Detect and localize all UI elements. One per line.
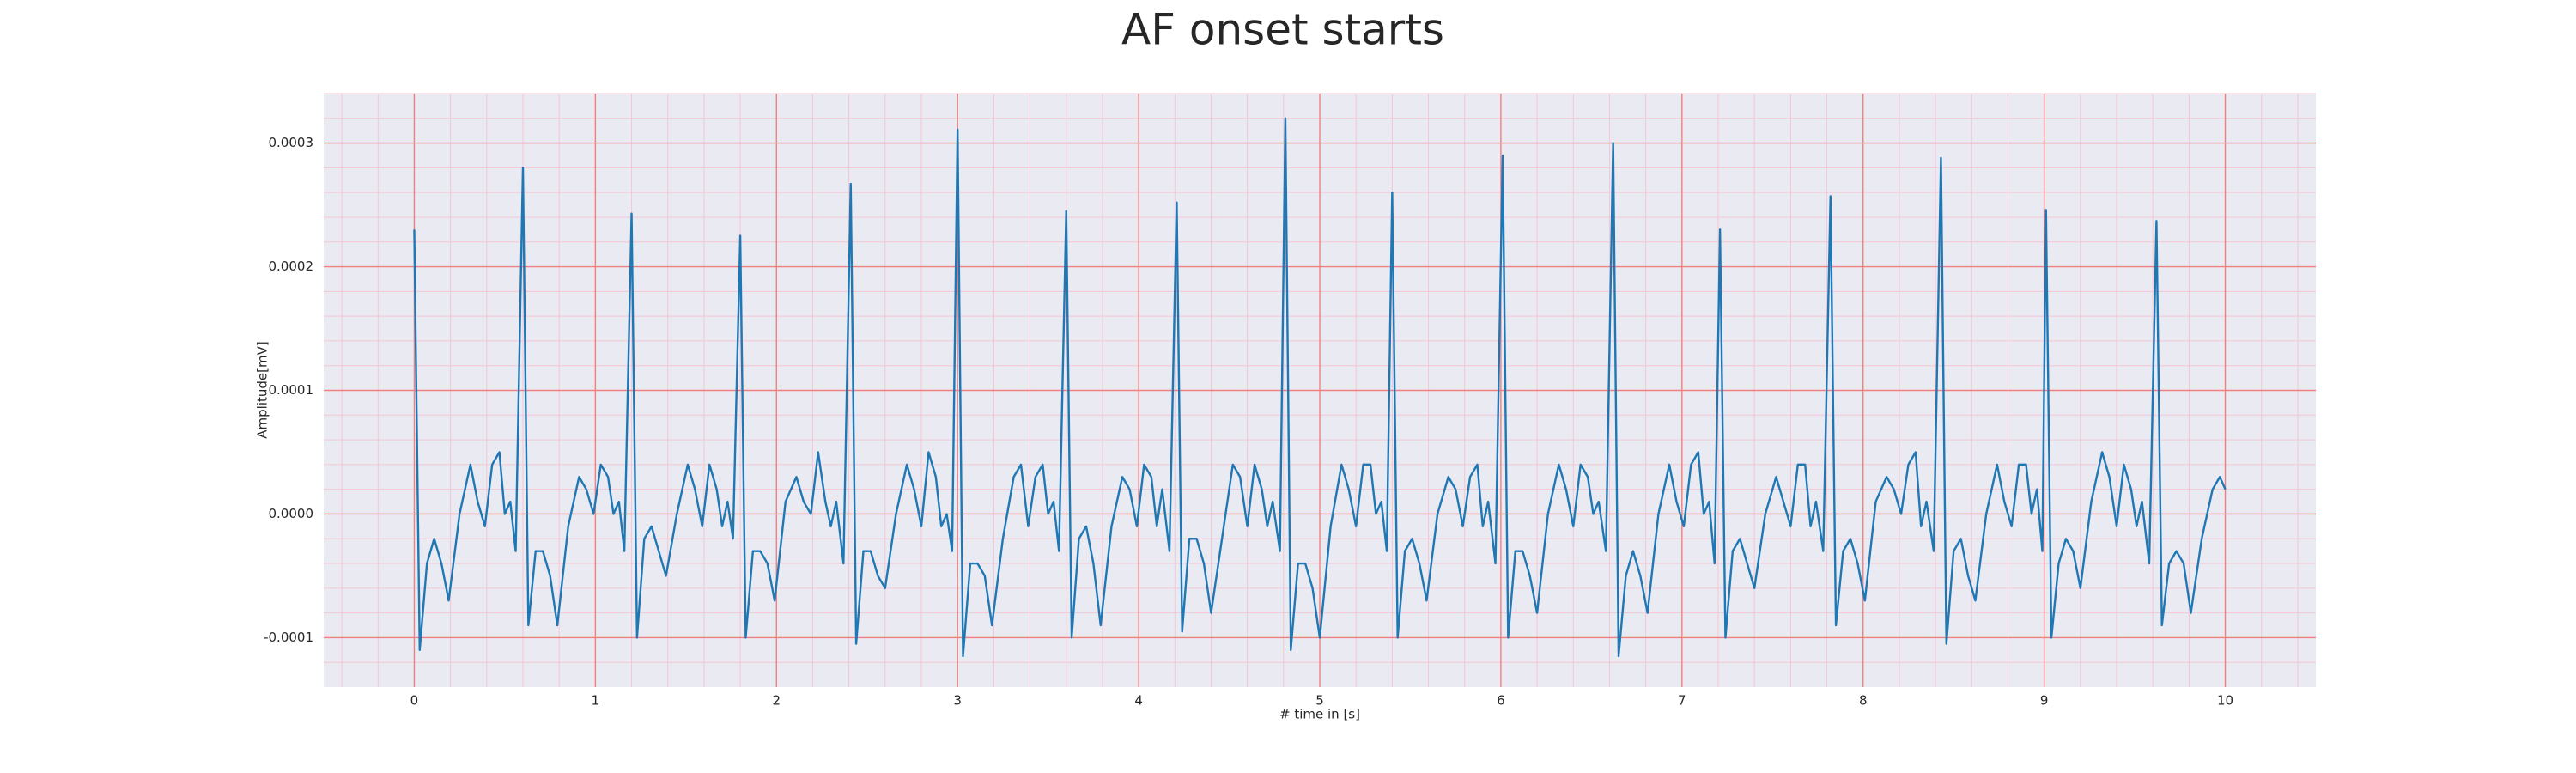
- x-axis-label: # time in [s]: [1279, 707, 1360, 722]
- y-axis-label: Amplitude[mV]: [255, 341, 270, 438]
- x-tick-label: 10: [2217, 693, 2233, 709]
- x-tick-label: 5: [1315, 693, 1324, 709]
- y-tick-label: 0.0003: [269, 135, 314, 150]
- y-tick-label: 0.0000: [269, 506, 314, 521]
- x-tick-label: 8: [1859, 693, 1868, 709]
- x-tick-label: 4: [1134, 693, 1143, 709]
- x-tick-label: 9: [2040, 693, 2049, 709]
- y-tick-label: -0.0001: [264, 630, 313, 645]
- x-tick-label: 6: [1497, 693, 1505, 709]
- chart-title: AF onset starts: [1121, 5, 1444, 55]
- marks: [413, 117, 2227, 658]
- y-tick-label: 0.0002: [269, 259, 314, 274]
- x-tick-label: 2: [772, 693, 781, 709]
- y-tick-label: 0.0001: [269, 382, 314, 398]
- x-tick-label: 7: [1678, 693, 1686, 709]
- x-tick-label: 1: [592, 693, 600, 709]
- x-tick-label: 0: [410, 693, 419, 709]
- signal-line: [413, 117, 2227, 658]
- grid: [324, 93, 2316, 687]
- x-tick-label: 3: [953, 693, 962, 709]
